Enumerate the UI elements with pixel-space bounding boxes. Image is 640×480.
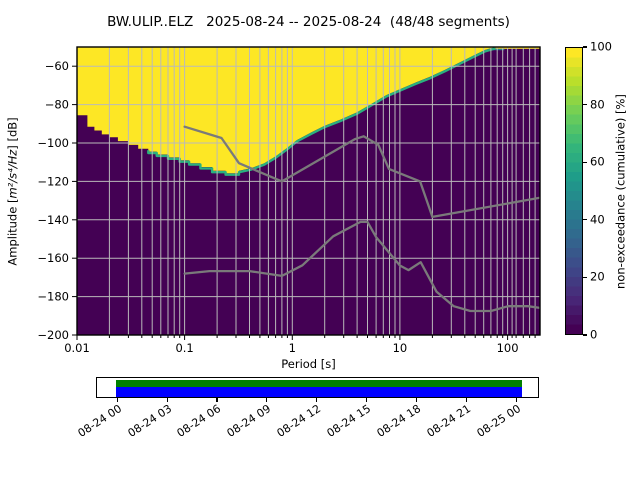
heatmap-top-strip-fringe	[488, 48, 505, 51]
heatmap-top-strip	[495, 47, 540, 49]
heatmap-high-region	[77, 47, 496, 174]
coverage-tick-mark	[216, 398, 218, 402]
x-tick-label: 100	[497, 341, 519, 355]
x-tick-label: 0.1	[175, 341, 193, 355]
colorbar-tick-label: 80	[590, 97, 605, 112]
coverage-bar-blue	[116, 386, 523, 397]
y-tick-label: −100	[37, 136, 69, 150]
y-axis-label-suffix: ] [dB]	[5, 117, 20, 150]
y-tick-label: −140	[37, 213, 69, 227]
y-axis-label-math: m²/s⁴/Hz	[5, 149, 20, 199]
colorbar-tick-mark	[583, 276, 587, 278]
coverage-tick-mark	[316, 398, 318, 402]
coverage-tick-mark	[116, 398, 118, 402]
colorbar	[565, 47, 583, 335]
colorbar-tick-mark	[583, 46, 587, 48]
colorbar-tick-mark	[583, 104, 587, 106]
y-axis-label-prefix: Amplitude [	[5, 198, 20, 266]
axes-border	[76, 46, 541, 336]
heatmap-layer	[77, 47, 540, 335]
colorbar-tick-label: 60	[590, 154, 605, 169]
noise-model-nhnm	[183, 125, 540, 219]
coverage-tick-mark	[416, 398, 418, 402]
x-tick-label: 1	[289, 341, 296, 355]
colorbar-tick-label: 40	[590, 212, 605, 227]
colorbar-label: non-exceedance (cumulative) [%]	[613, 94, 628, 289]
colorbar-tick-mark	[583, 161, 587, 163]
colorbar-tick-label: 20	[590, 269, 605, 284]
x-axis-label: Period [s]	[281, 357, 336, 371]
gridlines	[77, 47, 540, 335]
tick-marks	[72, 65, 536, 340]
noise-model-nlnm	[183, 220, 540, 313]
x-tick-label: 10	[393, 341, 408, 355]
ppsd-heatmap-plot: 0.01 0.1 1 10 100 −60 −80 −100 −120 −140 −160 −180 −…	[37, 46, 541, 355]
x-tick-label: 0.01	[64, 341, 90, 355]
coverage-tick-mark	[466, 398, 468, 402]
coverage-timeline	[96, 377, 539, 398]
y-tick-label: −80	[45, 98, 69, 112]
colorbar-tick-mark	[583, 219, 587, 221]
coverage-tick-mark	[166, 398, 168, 402]
plot-title: BW.ULIP..ELZ 2025-08-24 -- 2025-08-24 (4…	[107, 14, 510, 30]
y-tick-label: −180	[37, 290, 69, 304]
coverage-tick-mark	[366, 398, 368, 402]
y-tick-label: −120	[37, 174, 69, 188]
y-tick-label: −60	[45, 59, 69, 73]
colorbar-tick-mark	[583, 334, 587, 336]
y-tick-label: −200	[37, 328, 69, 342]
coverage-bar-green	[116, 379, 523, 387]
coverage-tick-mark	[266, 398, 268, 402]
coverage-tick-mark	[515, 398, 518, 402]
colorbar-tick-label: 0	[590, 327, 598, 342]
y-tick-label: −160	[37, 251, 69, 265]
colorbar-tick-label: 100	[590, 39, 612, 54]
y-axis-label: Amplitude [m²/s⁴/Hz] [dB]	[6, 42, 23, 342]
